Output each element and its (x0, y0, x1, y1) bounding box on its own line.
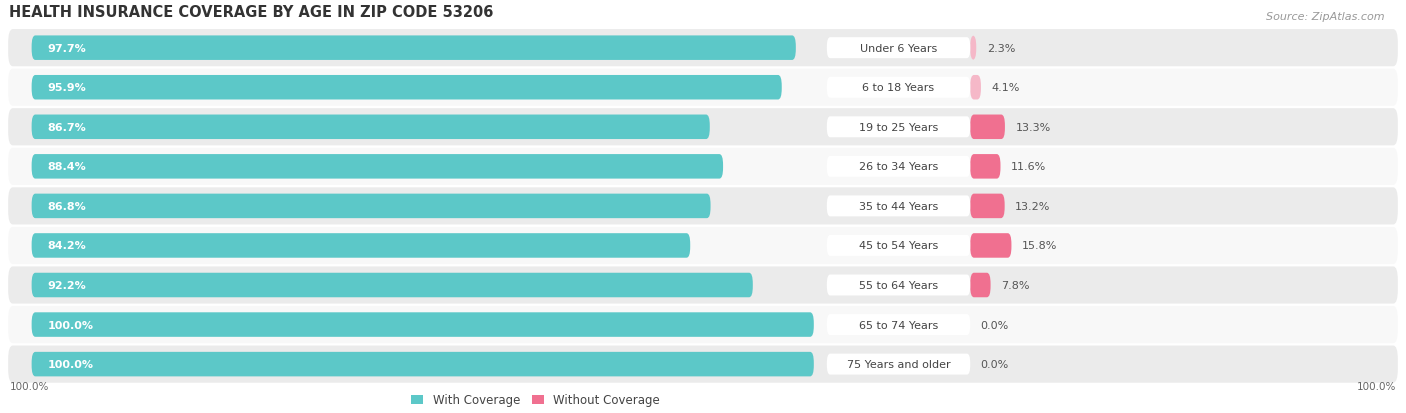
Text: 26 to 34 Years: 26 to 34 Years (859, 162, 938, 172)
Text: 45 to 54 Years: 45 to 54 Years (859, 241, 938, 251)
Text: 2.3%: 2.3% (987, 44, 1015, 54)
Text: 7.8%: 7.8% (1001, 280, 1029, 290)
FancyBboxPatch shape (827, 235, 970, 256)
FancyBboxPatch shape (8, 30, 1398, 67)
Text: 95.9%: 95.9% (48, 83, 86, 93)
FancyBboxPatch shape (31, 155, 723, 179)
FancyBboxPatch shape (8, 306, 1398, 343)
FancyBboxPatch shape (970, 36, 976, 61)
FancyBboxPatch shape (8, 109, 1398, 146)
Text: 75 Years and older: 75 Years and older (846, 359, 950, 369)
FancyBboxPatch shape (827, 157, 970, 178)
Text: HEALTH INSURANCE COVERAGE BY AGE IN ZIP CODE 53206: HEALTH INSURANCE COVERAGE BY AGE IN ZIP … (10, 5, 494, 20)
Text: 88.4%: 88.4% (48, 162, 86, 172)
Text: 100.0%: 100.0% (10, 381, 49, 391)
Text: 92.2%: 92.2% (48, 280, 86, 290)
Text: 6 to 18 Years: 6 to 18 Years (862, 83, 935, 93)
FancyBboxPatch shape (31, 115, 710, 140)
FancyBboxPatch shape (970, 155, 1001, 179)
Text: 13.2%: 13.2% (1015, 202, 1050, 211)
Text: 4.1%: 4.1% (991, 83, 1019, 93)
Text: Source: ZipAtlas.com: Source: ZipAtlas.com (1267, 12, 1385, 22)
Text: Under 6 Years: Under 6 Years (860, 44, 938, 54)
FancyBboxPatch shape (827, 196, 970, 217)
Text: 0.0%: 0.0% (980, 320, 1010, 330)
Text: 100.0%: 100.0% (1357, 381, 1396, 391)
FancyBboxPatch shape (827, 354, 970, 375)
FancyBboxPatch shape (8, 188, 1398, 225)
FancyBboxPatch shape (827, 314, 970, 335)
FancyBboxPatch shape (31, 194, 710, 218)
Text: 100.0%: 100.0% (48, 320, 93, 330)
Text: 86.7%: 86.7% (48, 123, 86, 133)
FancyBboxPatch shape (827, 78, 970, 98)
FancyBboxPatch shape (31, 352, 814, 377)
Text: 55 to 64 Years: 55 to 64 Years (859, 280, 938, 290)
Text: 15.8%: 15.8% (1022, 241, 1057, 251)
FancyBboxPatch shape (970, 115, 1005, 140)
FancyBboxPatch shape (8, 148, 1398, 185)
Text: 84.2%: 84.2% (48, 241, 86, 251)
Text: 0.0%: 0.0% (980, 359, 1010, 369)
Text: 13.3%: 13.3% (1015, 123, 1050, 133)
Text: 19 to 25 Years: 19 to 25 Years (859, 123, 938, 133)
FancyBboxPatch shape (31, 313, 814, 337)
FancyBboxPatch shape (8, 227, 1398, 264)
Text: 35 to 44 Years: 35 to 44 Years (859, 202, 938, 211)
FancyBboxPatch shape (31, 273, 752, 297)
FancyBboxPatch shape (8, 267, 1398, 304)
FancyBboxPatch shape (8, 346, 1398, 383)
Text: 100.0%: 100.0% (48, 359, 93, 369)
FancyBboxPatch shape (970, 273, 991, 297)
Text: 65 to 74 Years: 65 to 74 Years (859, 320, 938, 330)
FancyBboxPatch shape (970, 194, 1005, 218)
FancyBboxPatch shape (31, 36, 796, 61)
Text: 11.6%: 11.6% (1011, 162, 1046, 172)
FancyBboxPatch shape (970, 76, 981, 100)
Legend: With Coverage, Without Coverage: With Coverage, Without Coverage (406, 389, 665, 411)
FancyBboxPatch shape (31, 76, 782, 100)
FancyBboxPatch shape (8, 69, 1398, 107)
FancyBboxPatch shape (970, 234, 1011, 258)
FancyBboxPatch shape (827, 117, 970, 138)
FancyBboxPatch shape (827, 275, 970, 296)
FancyBboxPatch shape (31, 234, 690, 258)
Text: 97.7%: 97.7% (48, 44, 86, 54)
Text: 86.8%: 86.8% (48, 202, 86, 211)
FancyBboxPatch shape (827, 38, 970, 59)
